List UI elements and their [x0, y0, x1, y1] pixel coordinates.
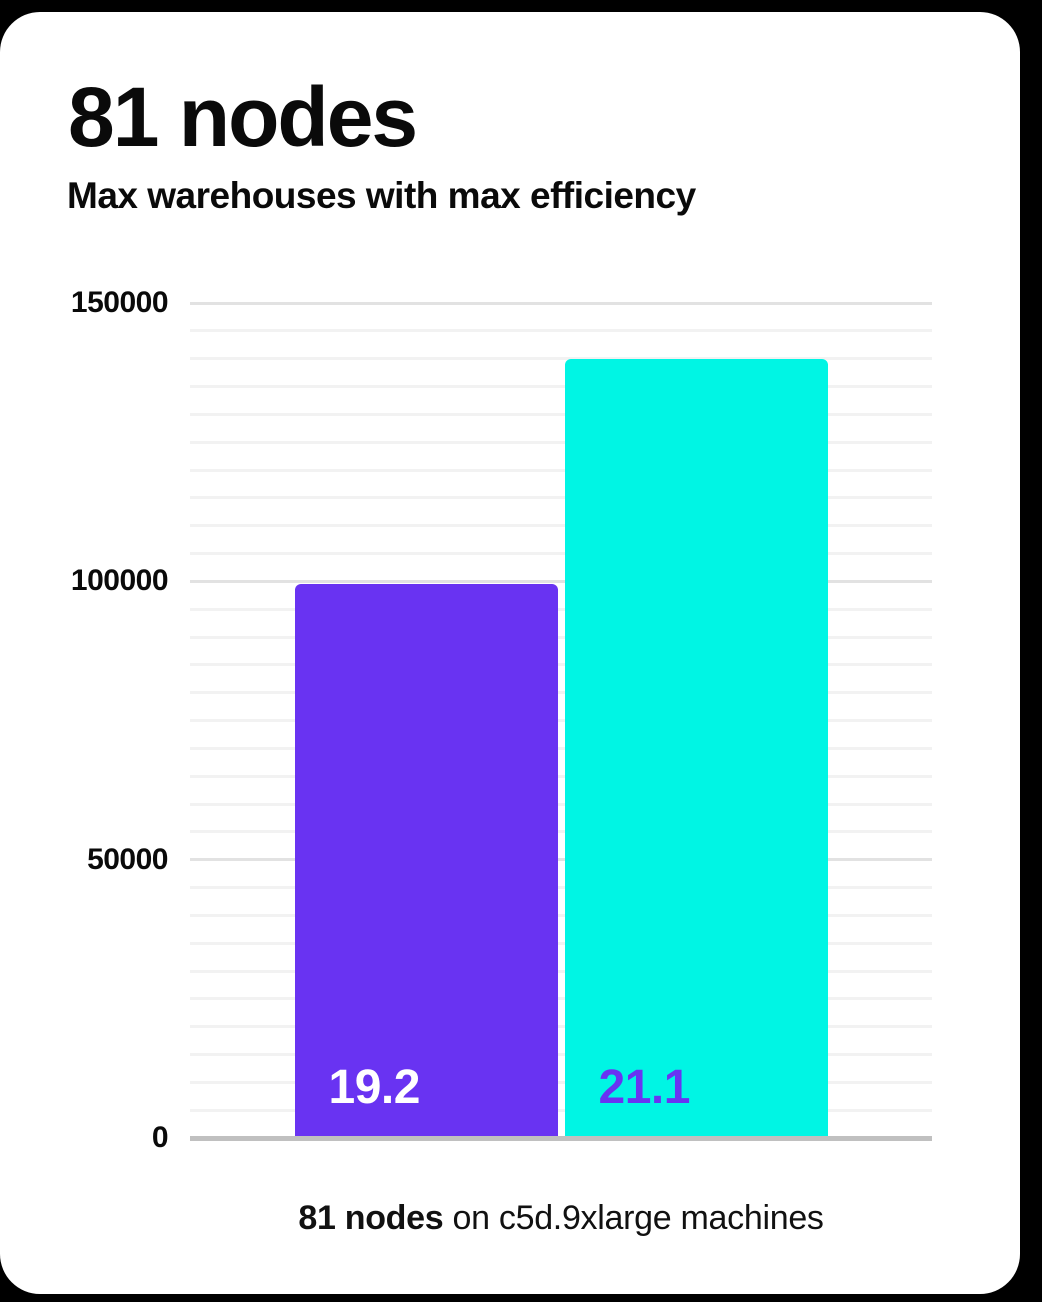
major-gridline: [190, 858, 932, 862]
major-gridline: [190, 579, 932, 583]
x-axis-line: [190, 1135, 932, 1141]
bar-19.2: [294, 584, 558, 1138]
minor-gridline: [190, 496, 932, 500]
minor-gridline: [190, 607, 932, 611]
minor-gridline: [190, 691, 932, 695]
minor-gridline: [190, 1108, 932, 1112]
y-tick-label: 150000: [70, 286, 169, 319]
bar-value-label: 21.1: [598, 1061, 691, 1114]
page-subtitle: Max warehouses with max efficiency: [67, 175, 696, 216]
y-tick-label: 100000: [70, 564, 169, 598]
major-gridline: [190, 301, 932, 305]
y-tick-label: 0: [151, 1121, 169, 1154]
minor-gridline: [190, 552, 932, 555]
page-title: 81 nodes: [68, 70, 418, 164]
minor-gridline: [190, 440, 932, 444]
minor-gridline: [190, 357, 932, 361]
chart-caption: 81 nodes on c5d.9xlarge machines: [190, 1198, 932, 1239]
bar-21.1: [564, 358, 828, 1138]
minor-gridline: [190, 329, 932, 333]
minor-gridline: [190, 524, 932, 528]
caption-bold-text: 81 nodes: [298, 1199, 444, 1237]
minor-gridline: [190, 802, 932, 806]
minor-gridline: [190, 719, 932, 722]
y-tick-label: 50000: [87, 842, 168, 876]
minor-gridline: [190, 774, 932, 778]
minor-gridline: [190, 969, 932, 973]
minor-gridline: [190, 746, 932, 750]
minor-gridline: [190, 412, 932, 416]
minor-gridline: [190, 385, 932, 388]
minor-gridline: [190, 663, 932, 667]
bar-value-label: 19.2: [328, 1061, 421, 1114]
minor-gridline: [190, 1053, 932, 1056]
minor-gridline: [190, 635, 932, 639]
minor-gridline: [190, 886, 932, 889]
minor-gridline: [190, 1025, 932, 1029]
minor-gridline: [190, 830, 932, 834]
minor-gridline: [190, 468, 932, 472]
caption-regular-text: on c5d.9xlarge machines: [443, 1199, 824, 1237]
minor-gridline: [190, 913, 932, 917]
minor-gridline: [190, 1080, 932, 1084]
minor-gridline: [190, 997, 932, 1001]
minor-gridline: [190, 941, 932, 945]
